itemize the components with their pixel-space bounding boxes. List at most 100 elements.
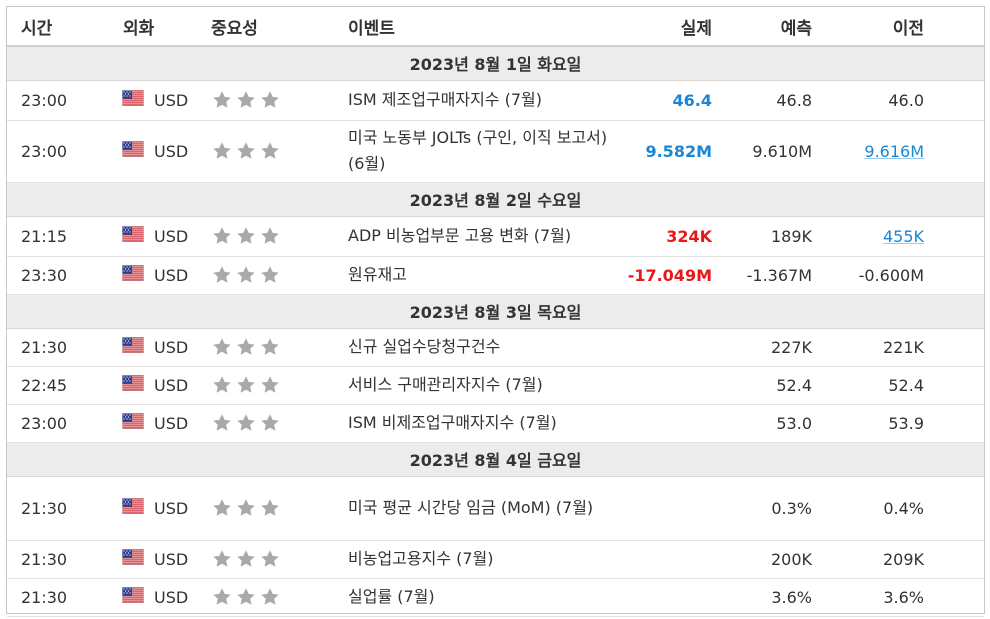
event-currency-cell: USD [107,328,207,367]
star-icon [261,550,279,567]
event-actual [622,404,712,443]
event-currency-cell: USD [107,80,207,121]
event-previous[interactable]: 455K [812,216,984,257]
date-label: 2023년 8월 4일 금요일 [7,441,984,477]
event-row[interactable]: 21:30 USD 신규 실업수당청구건수 227K 221K [7,328,984,367]
event-time: 23:00 [7,404,107,443]
currency-code: USD [154,375,189,395]
event-name[interactable]: 미국 평균 시간당 임금 (MoM) (7월) [342,476,622,541]
previous-value: 209K [882,549,924,569]
star-icon [261,588,279,605]
importance-stars [207,328,342,367]
importance-stars [207,540,342,579]
previous-value[interactable]: 455K [882,226,924,246]
event-forecast: 227K [712,328,812,367]
event-row[interactable]: 22:45 USD 서비스 구매관리자지수 (7월) 52.4 52.4 [7,366,984,405]
event-row[interactable]: 23:00 USD ISM 제조업구매자지수 (7월) 46.4 46.8 46.0 [7,80,984,121]
event-forecast: -1.367M [712,256,812,295]
header-forecast[interactable]: 예측 [712,6,812,47]
event-name[interactable]: 비농업고용지수 (7월) [342,540,622,579]
event-previous[interactable]: 9.616M [812,120,984,183]
star-icon [213,414,231,431]
event-time: 21:30 [7,328,107,367]
currency-code: USD [154,265,189,285]
currency-code: USD [154,587,189,607]
star-icon [237,338,255,355]
us-flag-icon [122,587,154,607]
event-forecast: 52.4 [712,366,812,405]
header-currency[interactable]: 외화 [107,6,207,47]
date-row: 2023년 8월 3일 목요일 [7,293,984,329]
star-icon [237,414,255,431]
event-time: 21:30 [7,578,107,617]
star-icon [261,338,279,355]
star-icon [261,266,279,283]
importance-stars [207,366,342,405]
us-flag-icon [122,498,154,518]
header-actual[interactable]: 실제 [622,6,712,47]
star-icon [261,227,279,244]
previous-value: 52.4 [888,375,924,395]
date-row: 2023년 8월 1일 화요일 [7,45,984,81]
event-previous: 3.6% [812,578,984,617]
header-importance[interactable]: 중요성 [207,6,342,47]
event-name[interactable]: ISM 비제조업구매자지수 (7월) [342,404,622,443]
event-actual [622,328,712,367]
event-name[interactable]: 원유재고 [342,256,622,295]
importance-stars [207,404,342,443]
star-icon [261,499,279,516]
event-currency-cell: USD [107,476,207,541]
star-icon [213,550,231,567]
event-row[interactable]: 21:30 USD 비농업고용지수 (7월) 200K 209K [7,540,984,579]
event-row[interactable]: 23:00 USD ISM 비제조업구매자지수 (7월) 53.0 53.9 [7,404,984,443]
previous-value: 3.6% [883,587,924,607]
event-forecast: 200K [712,540,812,579]
star-icon [213,588,231,605]
event-name[interactable]: ADP 비농업부문 고용 변화 (7월) [342,216,622,257]
event-forecast: 53.0 [712,404,812,443]
event-name[interactable]: 서비스 구매관리자지수 (7월) [342,366,622,405]
event-previous: 209K [812,540,984,579]
event-row[interactable]: 21:15 USD ADP 비농업부문 고용 변화 (7월) 324K 189K 455K [7,216,984,257]
previous-value: 0.4% [883,498,924,518]
event-row[interactable]: 23:00 USD 미국 노동부 JOLTs (구인, 이직 보고서) (6월) 9.… [7,120,984,183]
event-time: 23:30 [7,256,107,295]
event-time: 23:00 [7,120,107,183]
date-row: 2023년 8월 2일 수요일 [7,181,984,217]
us-flag-icon [122,375,154,395]
us-flag-icon [122,265,154,285]
header-previous[interactable]: 이전 [812,6,984,47]
event-row[interactable]: 23:30 USD 원유재고 -17.049M -1.367M -0.600M [7,256,984,295]
previous-value: -0.600M [858,265,924,285]
us-flag-icon [122,413,154,433]
previous-value[interactable]: 9.616M [864,141,924,161]
event-name[interactable]: 실업률 (7월) [342,578,622,617]
currency-code: USD [154,498,189,518]
header-time[interactable]: 시간 [7,6,107,47]
event-actual: -17.049M [622,256,712,295]
previous-value: 53.9 [888,413,924,433]
event-name[interactable]: 신규 실업수당청구건수 [342,328,622,367]
star-icon [261,91,279,108]
event-time: 21:30 [7,540,107,579]
star-icon [213,338,231,355]
event-previous: -0.600M [812,256,984,295]
event-forecast: 189K [712,216,812,257]
currency-code: USD [154,141,189,161]
event-row[interactable]: 21:30 USD 미국 평균 시간당 임금 (MoM) (7월) 0.3% 0.4% [7,476,984,541]
event-name[interactable]: ISM 제조업구매자지수 (7월) [342,80,622,121]
star-icon [261,414,279,431]
table-header-row: 시간 외화 중요성 이벤트 실제 예측 이전 [7,6,984,47]
star-icon [213,227,231,244]
date-label: 2023년 8월 2일 수요일 [7,181,984,217]
event-time: 22:45 [7,366,107,405]
event-forecast: 46.8 [712,80,812,121]
event-currency-cell: USD [107,120,207,183]
event-name[interactable]: 미국 노동부 JOLTs (구인, 이직 보고서) (6월) [342,120,622,183]
star-icon [213,266,231,283]
header-event[interactable]: 이벤트 [342,6,622,47]
event-actual: 324K [622,216,712,257]
event-previous: 46.0 [812,80,984,121]
star-icon [237,499,255,516]
event-row[interactable]: 21:30 USD 실업률 (7월) 3.6% 3.6% [7,578,984,617]
